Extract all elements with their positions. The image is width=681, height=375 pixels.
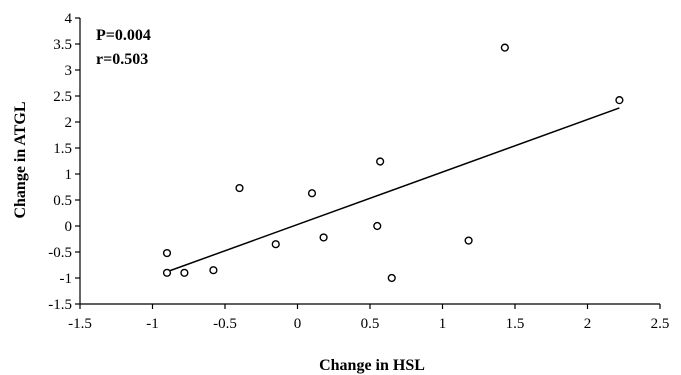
y-tick-label: 1 <box>65 167 73 183</box>
data-point <box>235 183 244 193</box>
y-tick-label: -1.5 <box>48 297 72 313</box>
data-point <box>387 273 396 283</box>
x-tick-label: 1 <box>439 316 447 332</box>
x-tick-label: 0 <box>294 316 302 332</box>
y-tick-label: 4 <box>65 11 73 27</box>
y-tick-label: 3 <box>65 63 73 79</box>
data-point <box>319 233 328 242</box>
data-point <box>307 189 317 198</box>
x-tick-label: 2.5 <box>651 316 670 332</box>
y-tick-label: -0.5 <box>48 245 72 261</box>
data-point <box>615 96 624 105</box>
trendline <box>166 107 620 273</box>
p-value-annotation: P=0.004 <box>96 27 151 44</box>
data-point <box>209 266 218 275</box>
y-tick-label: -1 <box>60 271 73 287</box>
data-point <box>464 236 473 245</box>
data-point <box>376 157 385 166</box>
data-point <box>500 43 509 52</box>
x-tick-label: -1 <box>146 316 159 332</box>
y-tick-label: 3.5 <box>53 37 72 53</box>
x-tick-label: -1.5 <box>68 316 92 332</box>
x-axis-title: Change in HSL <box>319 357 425 374</box>
data-point <box>162 248 172 258</box>
r-value-annotation: r=0.503 <box>96 51 148 68</box>
data-point <box>373 221 382 231</box>
data-point <box>271 240 280 249</box>
data-point <box>180 268 189 277</box>
x-tick-label: -0.5 <box>213 316 237 332</box>
x-tick-label: 2 <box>584 316 592 332</box>
y-tick-label: 2.5 <box>53 89 72 105</box>
y-tick-label: 1.5 <box>53 141 72 157</box>
y-axis-ticks: -1.5 -1 -0.5 0 0.5 1 1.5 2 2.5 3 3.5 4 <box>48 11 80 313</box>
y-tick-label: 0.5 <box>53 193 72 209</box>
y-axis-title: Change in ATGL <box>12 101 29 218</box>
x-axis-ticks: -1.5 -1 -0.5 0 0.5 1 1.5 2 2.5 <box>68 304 669 332</box>
data-point <box>162 268 172 277</box>
data-points <box>162 43 624 283</box>
x-tick-label: 0.5 <box>361 316 380 332</box>
y-tick-label: 0 <box>65 219 73 235</box>
x-tick-label: 1.5 <box>506 316 525 332</box>
y-tick-label: 2 <box>65 115 73 131</box>
